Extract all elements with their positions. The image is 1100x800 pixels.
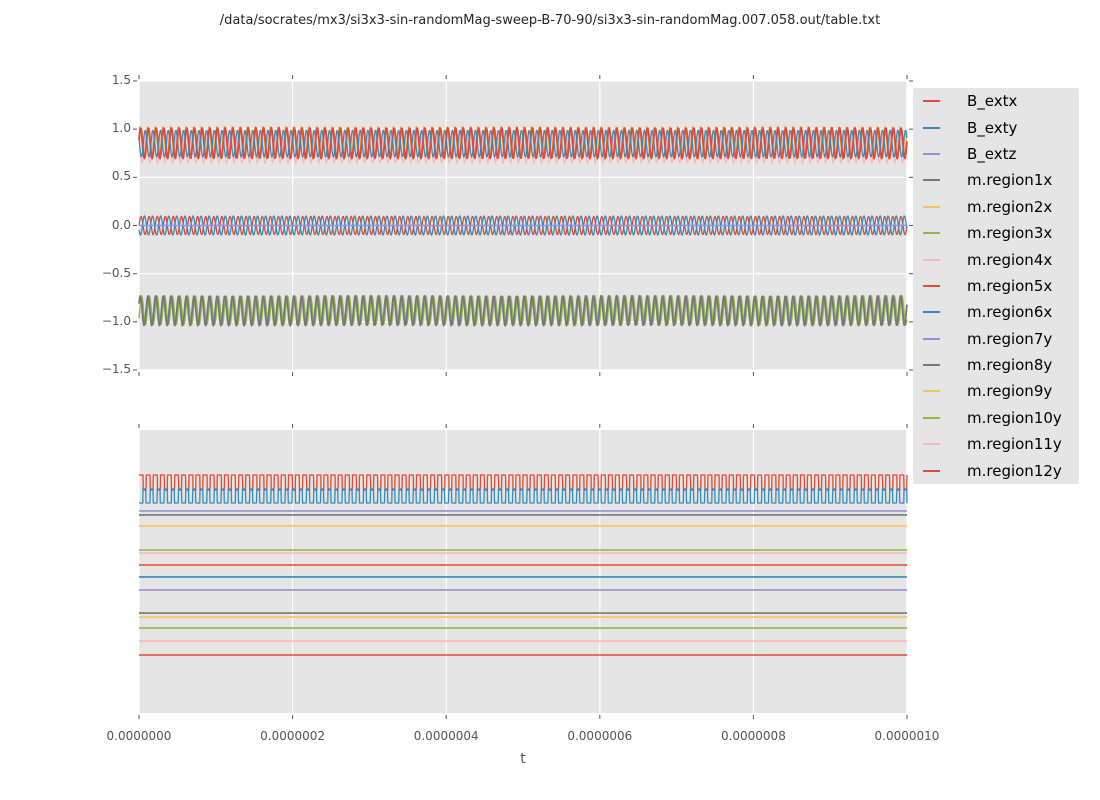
legend-label: m.region9y [967, 382, 1053, 401]
legend-entry: m.region10y [913, 405, 1079, 431]
series-B_exty [138, 215, 908, 236]
legend-entry: m.region12y [913, 457, 1079, 483]
legend-label: m.region5x [967, 276, 1053, 295]
y-tick-label: 1.0 [111, 121, 131, 136]
legend-label: B_exty [967, 118, 1018, 137]
x-tick-label: 0.0000004 [413, 729, 479, 743]
legend: B_extx B_exty B_extz m.region1x m.region2x m.… [913, 88, 1079, 484]
legend-label: B_extx [967, 92, 1018, 111]
legend-swatch [923, 311, 940, 314]
series-B_extx [138, 474, 908, 491]
series-m.region1x [138, 294, 908, 327]
legend-entry: m.region6x [913, 299, 1079, 325]
legend-swatch [923, 284, 940, 287]
legend-swatch [923, 469, 940, 472]
top-plot [133, 75, 913, 376]
legend-swatch [923, 258, 940, 261]
y-tick-label: 0.0 [111, 217, 131, 232]
series-B_exty [138, 488, 908, 504]
bottom-axes [138, 424, 908, 719]
legend-entry: m.region7y [913, 326, 1079, 352]
legend-label: m.region8y [967, 356, 1053, 375]
legend-label: m.region11y [967, 435, 1062, 454]
legend-swatch [923, 100, 940, 103]
legend-swatch [923, 179, 940, 182]
legend-label: m.region4x [967, 250, 1053, 269]
legend-swatch [923, 152, 940, 155]
legend-entry: m.region4x [913, 246, 1079, 272]
x-tick-label: 0.0000008 [720, 729, 786, 743]
legend-label: B_extz [967, 144, 1017, 163]
legend-entry: m.region2x [913, 194, 1079, 220]
legend-entry: m.region1x [913, 167, 1079, 193]
top-axes [133, 75, 913, 376]
y-tick-label: −1.0 [101, 313, 131, 328]
legend-swatch [923, 205, 940, 208]
figure-title: /data/socrates/mx3/si3x3-sin-randomMag-s… [219, 13, 881, 28]
legend-swatch [923, 126, 940, 129]
legend-label: m.region7y [967, 329, 1053, 348]
x-tick-label: 0.0000002 [260, 729, 326, 743]
x-tick-label: 0.0000000 [106, 729, 172, 743]
y-tick-label: 0.5 [111, 169, 131, 184]
legend-entry: m.region11y [913, 431, 1079, 457]
legend-entry: m.region8y [913, 352, 1079, 378]
legend-swatch [923, 390, 940, 393]
legend-label: m.region12y [967, 461, 1062, 480]
legend-swatch [923, 364, 940, 367]
legend-entry: B_exty [913, 114, 1079, 140]
x-tick-label: 0.0000010 [874, 729, 940, 743]
legend-entry: B_extx [913, 88, 1079, 114]
legend-label: m.region10y [967, 408, 1062, 427]
legend-swatch [923, 416, 940, 419]
legend-entry: B_extz [913, 141, 1079, 167]
legend-entry: m.region5x [913, 273, 1079, 299]
y-tick-label: 1.5 [111, 73, 131, 87]
bottom-plot [138, 424, 908, 719]
legend-label: m.region3x [967, 224, 1053, 243]
legend-label: m.region1x [967, 171, 1053, 190]
legend-swatch [923, 443, 940, 446]
x-tick-label: 0.0000006 [567, 729, 633, 743]
legend-entry: m.region9y [913, 378, 1079, 404]
series-m.region6x [138, 129, 908, 158]
legend-entry: m.region3x [913, 220, 1079, 246]
legend-swatch [923, 337, 940, 340]
legend-swatch [923, 232, 940, 235]
legend-label: m.region2x [967, 197, 1053, 216]
y-tick-label: −1.5 [101, 362, 131, 376]
x-axis-label: t [520, 751, 526, 767]
y-tick-label: −0.5 [101, 265, 131, 280]
legend-label: m.region6x [967, 303, 1053, 322]
